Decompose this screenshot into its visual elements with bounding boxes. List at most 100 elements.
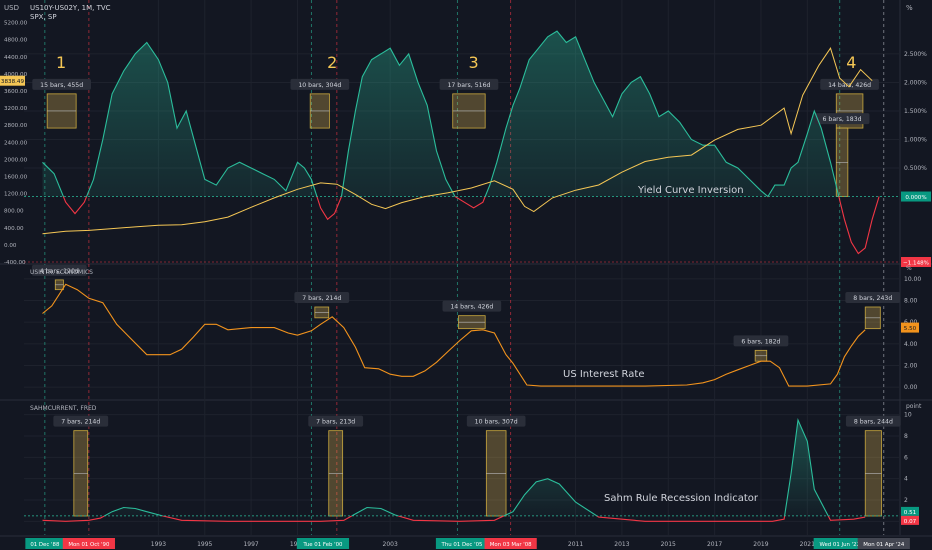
yield-measure-label: 17 bars, 516d <box>447 82 490 89</box>
interest-rate-label: US Interest Rate <box>563 369 645 380</box>
yield-current-badge <box>901 257 931 267</box>
date-flag[interactable] <box>296 538 350 549</box>
interest-measure-label-bg <box>294 292 350 303</box>
interest-axis-tick-label: 10.00 <box>904 276 921 283</box>
cycle-number: 3 <box>468 53 478 72</box>
symbol-title[interactable]: US10Y-US02Y, 1M, TVC <box>30 4 111 12</box>
sahm-axis-tick-label: 6 <box>904 454 908 461</box>
date-flag[interactable] <box>62 538 115 549</box>
interest-measure-label: 7 bars, 214d <box>302 295 341 302</box>
sahm-axis-tick-label: 2 <box>904 497 908 504</box>
sahm-axis-tick-label: 10 <box>904 412 912 419</box>
sahm-series-title[interactable]: SAHMCURRENT, FRED <box>30 405 97 412</box>
time-axis-tick-label: 2015 <box>661 541 676 548</box>
date-flag-label: Mon 03 Mar '08 <box>490 542 532 548</box>
sahm-second-value: 0.07 <box>904 519 917 525</box>
date-flag-label: Mon 01 Oct '90 <box>68 542 110 548</box>
interest-measure-label: 8 bars, 243d <box>853 295 892 302</box>
sahm-axis-title: point <box>906 403 922 410</box>
symbol-overlay[interactable]: SPX, SP <box>30 13 57 21</box>
date-flag-label: Tue 01 Feb '00 <box>302 542 343 548</box>
spx-left-axis-tick-label: 800.00 <box>4 209 24 215</box>
yield-zero-badge <box>901 191 931 202</box>
cycle-number: 1 <box>56 53 66 72</box>
interest-measure-label: 4 bars, 120d <box>40 268 79 275</box>
yield-right-axis-tick-label: 1.000% <box>904 136 927 143</box>
time-axis-tick-label: 2021 <box>800 541 815 548</box>
sahm-axis-tick-label: 8 <box>904 433 908 440</box>
yield-measure-label-bg <box>439 78 499 90</box>
interest-measure-label-bg <box>845 292 901 303</box>
sahm-measure-label-bg <box>308 415 364 427</box>
date-flag[interactable] <box>857 538 910 549</box>
interest-series-title[interactable]: USINTR, ECONOMICS <box>30 269 93 276</box>
spx-left-axis-tick-label: 3200.00 <box>4 106 28 112</box>
time-axis-tick-label: 1997 <box>243 541 258 548</box>
yield-measure-label-bg <box>290 78 350 90</box>
spx-left-axis-tick-label: 2000.00 <box>4 157 28 163</box>
date-flag-label: 01 Dec '88 <box>30 542 60 548</box>
time-axis-tick-label: 2011 <box>568 541 583 548</box>
yield-right-axis-tick-label: 0.500% <box>904 165 927 172</box>
spx-left-axis-tick-label: 4400.00 <box>4 55 28 61</box>
spx-current-price: 3838.49 <box>1 79 25 85</box>
sahm-current-value: 0.51 <box>904 510 917 516</box>
date-flag[interactable] <box>813 538 866 549</box>
yield-right-axis-tick-label: 2.500% <box>904 51 927 58</box>
date-flag-label: Thu 01 Dec '05 <box>441 542 483 548</box>
yield-spread-line-negative <box>62 196 880 255</box>
yield-spread-fill <box>42 31 880 197</box>
spx-left-axis-tick-label: 1600.00 <box>4 174 28 180</box>
spx-left-axis-tick-label: 3600.00 <box>4 89 28 95</box>
spx-left-axis-tick-label: 4800.00 <box>4 38 28 44</box>
time-axis-tick-label: 1995 <box>197 541 212 548</box>
time-axis-tick-label: 2013 <box>614 541 629 548</box>
cycle-number: 2 <box>327 53 337 72</box>
yield-right-axis-tick-label: 2.000% <box>904 79 927 86</box>
yield-measure-label-bg <box>32 78 92 90</box>
sahm-measure-label: 7 bars, 213d <box>316 419 355 426</box>
interest-axis-tick-label: 4.00 <box>904 341 918 348</box>
interest-axis-tick-label: 0.00 <box>904 384 918 391</box>
interest-measure-label: 6 bars, 182d <box>741 338 780 345</box>
yield-right-axis-tick-label: 1.500% <box>904 108 927 115</box>
yield-measure-label-bg <box>814 113 870 125</box>
sahm-line-positive <box>103 417 829 516</box>
sahm-measure-label-bg <box>466 415 526 427</box>
spx-line <box>42 47 873 235</box>
interest-measure-label-bg <box>733 335 789 347</box>
spx-left-axis-tick-label: 5200.00 <box>4 21 28 27</box>
sahm-measure-label: 7 bars, 214d <box>61 419 100 426</box>
sahm-axis-tick-label: 4 <box>904 476 908 483</box>
spx-left-axis-tick-label: 4000.00 <box>4 72 28 78</box>
yield-zero-value: 0.000% <box>905 195 926 201</box>
date-flag-label: Wed 01 Jun '22 <box>819 542 860 548</box>
interest-axis-tick-label: 2.00 <box>904 363 918 370</box>
interest-current-value: 5.50 <box>904 326 917 332</box>
spx-left-axis-tick-label: 2400.00 <box>4 140 28 146</box>
sahm-measure-label-bg <box>845 415 901 427</box>
spx-current-price-badge <box>0 75 25 86</box>
date-flag[interactable] <box>484 538 537 549</box>
spx-left-axis-tick-label: 0.00 <box>4 243 17 249</box>
yield-curve-label: Yield Curve Inversion <box>637 185 744 196</box>
interest-rate-line <box>42 283 866 387</box>
interest-current-badge <box>901 322 919 333</box>
spx-left-axis-tick-label: 400.00 <box>4 226 24 232</box>
date-flag[interactable] <box>435 538 489 549</box>
date-flag[interactable] <box>25 538 65 549</box>
sahm-second-badge <box>901 515 919 525</box>
yield-measure-label: 15 bars, 455d <box>40 82 83 89</box>
cycle-number: 4 <box>846 53 856 72</box>
sahm-current-badge <box>901 506 919 516</box>
time-axis-tick-label: 2003 <box>383 541 398 548</box>
interest-axis-tick-label: 8.00 <box>904 298 918 305</box>
date-flag-label: Mon 01 Apr '24 <box>863 542 905 548</box>
time-axis-tick-label: 1993 <box>151 541 166 548</box>
middle-unit: % <box>906 265 912 272</box>
sahm-line-negative <box>42 515 866 522</box>
spx-left-axis-tick-label: 2800.00 <box>4 123 28 129</box>
time-axis-tick-label: 2019 <box>753 541 768 548</box>
